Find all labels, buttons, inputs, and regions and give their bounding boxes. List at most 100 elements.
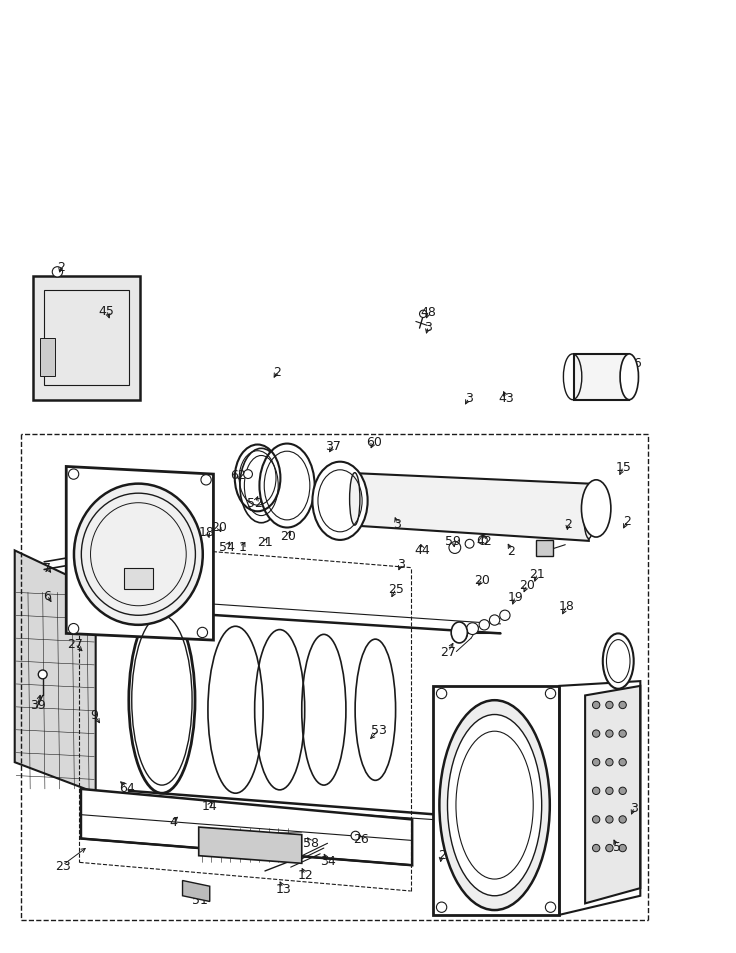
Text: 18: 18 [199,525,215,538]
Text: 54: 54 [219,540,235,554]
Ellipse shape [312,462,367,540]
Text: 44: 44 [414,543,431,557]
Text: 30: 30 [535,545,551,558]
Text: 21: 21 [257,536,273,549]
Ellipse shape [584,486,594,539]
Text: 3: 3 [631,801,638,814]
Circle shape [619,844,626,852]
Circle shape [244,470,252,479]
Circle shape [592,787,600,795]
Ellipse shape [350,474,360,526]
Text: 3: 3 [465,392,473,405]
Text: 4: 4 [169,815,177,828]
Circle shape [351,831,360,841]
Polygon shape [355,474,589,541]
Text: 59: 59 [445,535,461,548]
Text: 19: 19 [507,590,523,603]
Bar [124,568,153,589]
Circle shape [592,730,600,738]
Ellipse shape [74,484,202,625]
Text: 2: 2 [438,848,445,862]
Polygon shape [183,881,210,902]
Text: 5: 5 [613,840,620,853]
Ellipse shape [603,634,634,689]
Text: 20: 20 [519,578,535,592]
Circle shape [453,627,467,642]
Polygon shape [433,686,559,915]
Polygon shape [199,827,302,863]
Ellipse shape [439,700,550,910]
Circle shape [420,311,427,318]
Polygon shape [536,540,553,557]
Circle shape [592,816,600,823]
Circle shape [545,689,556,699]
Circle shape [606,844,613,852]
Polygon shape [574,355,629,400]
Text: 52: 52 [247,497,263,510]
Circle shape [467,623,478,635]
Text: 13: 13 [275,882,291,895]
Text: 20: 20 [210,520,227,534]
Text: 23: 23 [54,859,71,872]
Text: 2: 2 [565,517,572,531]
Circle shape [479,620,489,630]
Text: 20: 20 [280,529,297,542]
Text: 18: 18 [559,599,575,613]
Text: 25: 25 [388,582,404,596]
Text: 36: 36 [103,544,119,558]
Text: 62: 62 [230,468,246,481]
Circle shape [606,816,613,823]
Circle shape [619,730,626,738]
Text: 27: 27 [440,645,456,659]
Ellipse shape [259,444,314,528]
Text: 12: 12 [126,557,142,570]
Text: 53: 53 [371,723,387,737]
Text: 14: 14 [202,799,218,812]
Circle shape [592,701,600,709]
Circle shape [592,844,600,852]
Polygon shape [81,789,412,865]
Text: 46: 46 [626,356,643,370]
Text: 12: 12 [297,868,314,882]
Ellipse shape [581,480,611,537]
Text: 15: 15 [615,460,631,474]
Circle shape [118,528,130,539]
Circle shape [619,701,626,709]
Polygon shape [40,338,55,376]
Circle shape [478,536,487,545]
Text: 9: 9 [91,708,98,721]
Text: 43: 43 [498,392,514,405]
Circle shape [68,624,79,634]
Polygon shape [15,551,96,793]
Text: 2: 2 [57,260,65,274]
Text: 2: 2 [274,365,281,378]
Text: 38: 38 [136,578,152,591]
Text: 7: 7 [43,561,51,575]
Ellipse shape [451,622,467,643]
Circle shape [619,787,626,795]
Ellipse shape [620,355,638,400]
Polygon shape [66,467,213,640]
Text: 26: 26 [353,832,369,845]
Circle shape [103,576,118,591]
Text: 42: 42 [476,535,492,548]
Circle shape [500,611,510,620]
Text: 60: 60 [366,436,382,449]
Text: 35: 35 [154,528,170,541]
Circle shape [436,689,447,699]
Polygon shape [585,686,640,903]
Circle shape [606,730,613,738]
Circle shape [449,542,461,554]
Text: 2: 2 [623,515,631,528]
Circle shape [146,575,156,584]
Circle shape [201,476,211,485]
Text: 51: 51 [192,893,208,906]
Ellipse shape [129,608,195,793]
Text: 3: 3 [394,517,401,531]
Circle shape [52,268,63,277]
Circle shape [619,759,626,766]
Circle shape [606,787,613,795]
Circle shape [592,759,600,766]
Text: 37: 37 [325,439,342,453]
Text: 58: 58 [302,836,319,849]
